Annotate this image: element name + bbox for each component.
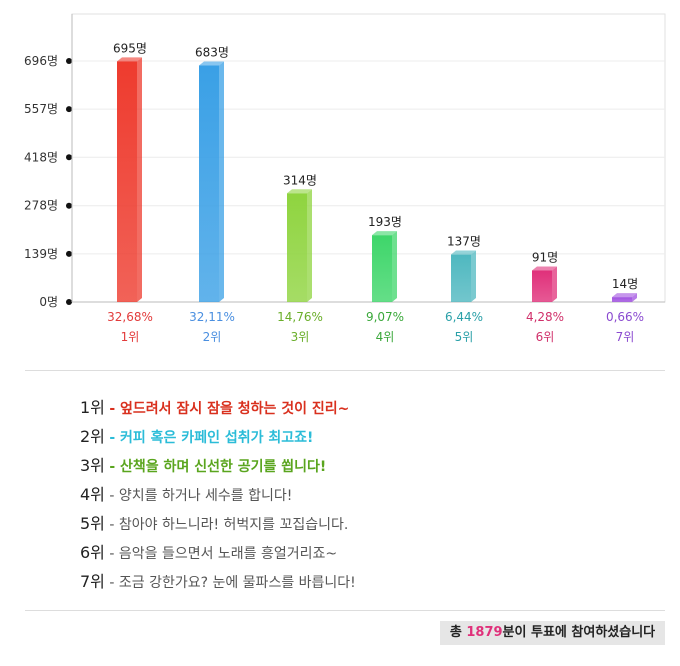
bar-top [451,250,476,255]
tick-dot [66,154,72,161]
bar [117,61,137,302]
plot-frame [71,13,666,303]
percent-label: 6,44% [445,310,483,324]
bar [612,297,632,302]
bar [451,254,471,302]
bar [199,65,219,302]
bar-side [632,293,637,302]
legend-text: - 커피 혹은 카페인 섭취가 최고죠! [109,430,314,446]
legend-text: - 산책을 하며 신선한 공기를 쐽니다! [109,459,327,475]
bar [287,193,307,302]
tick-dot [66,202,72,209]
legend-text: - 엎드려서 잠시 잠을 청하는 것이 진리~ [109,401,350,417]
legend-text: - 음악을 들으면서 노래를 흥얼거리죠~ [109,546,338,562]
legend-rank: 4위 [80,485,105,504]
value-label: 137명 [447,235,481,249]
legend-item: 4위 - 양치를 하거나 세수를 합니다! [80,480,356,509]
legend-item: 2위 - 커피 혹은 카페인 섭취가 최고죠! [80,422,356,451]
rank-label: 3위 [291,330,310,344]
legend-list: 1위 - 엎드려서 잠시 잠을 청하는 것이 진리~ 2위 - 커피 혹은 카페인… [80,393,356,596]
value-label: 683명 [195,46,229,60]
tick-dot [66,299,72,305]
percent-label: 4,28% [526,310,564,324]
bar [372,235,392,302]
y-tick-label: 278명 [24,199,58,213]
bar-chart: 0명 139명 278명 418명 557명 696명 695명 32,68% 1위 683명 32… [24,13,666,344]
divider [25,370,665,371]
tick-dot [66,106,72,113]
bar-top [372,231,397,236]
total-prefix: 총 [449,625,467,640]
percent-label: 32,68% [107,310,153,324]
legend-item: 6위 - 음악을 들으면서 노래를 흥얼거리죠~ [80,538,356,567]
legend-text: - 양치를 하거나 세수를 합니다! [109,488,293,504]
bar-side [137,57,142,302]
legend-rank: 1위 [80,398,105,417]
legend-rank: 3위 [80,456,105,475]
legend-item: 5위 - 참아야 하느니라! 허벅지를 꼬집습니다. [80,509,356,538]
rank-label: 4위 [376,330,395,344]
tick-dot [66,58,72,64]
legend-rank: 7위 [80,572,105,591]
bar-side [552,266,557,302]
percent-label: 0,66% [606,310,644,324]
value-label: 91명 [532,250,558,264]
legend-item: 1위 - 엎드려서 잠시 잠을 청하는 것이 진리~ [80,393,356,422]
value-label: 14명 [612,277,638,291]
percent-label: 32,11% [189,310,235,324]
bar-top [532,266,557,271]
bar-side [392,231,397,302]
y-tick-label: 0명 [39,295,58,309]
bar-top [117,57,142,62]
total-suffix: 분이 투표에 참여하셨습니다 [502,625,656,640]
rank-label: 5위 [455,330,474,344]
legend-rank: 6위 [80,543,105,562]
legend-text: - 참아야 하느니라! 허벅지를 꼬집습니다. [109,517,349,533]
rank-label: 2위 [203,330,222,344]
bar-top [287,189,312,194]
value-label: 193명 [368,215,402,229]
value-label: 695명 [113,41,147,55]
y-tick-label: 557명 [24,102,58,116]
divider [25,610,665,611]
rank-label: 7위 [616,330,635,344]
total-participants: 총 1879분이 투표에 참여하셨습니다 [440,621,665,645]
bar-top [199,61,224,66]
value-label: 314명 [283,173,317,187]
y-tick-label: 696명 [24,54,58,68]
rank-label: 1위 [121,330,140,344]
y-tick-label: 418명 [24,150,58,164]
total-count: 1879 [466,625,503,640]
legend-item: 3위 - 산책을 하며 신선한 공기를 쐽니다! [80,451,356,480]
legend-item: 7위 - 조금 강한가요? 눈에 물파스를 바릅니다! [80,567,356,596]
bar-side [307,189,312,302]
legend-rank: 2위 [80,427,105,446]
bar-side [219,61,224,303]
y-tick-label: 139명 [24,247,58,261]
rank-label: 6위 [536,330,555,344]
legend-text: - 조금 강한가요? 눈에 물파스를 바릅니다! [109,575,356,591]
tick-dot [66,250,72,257]
bar-top [612,293,637,298]
bar-side [471,250,476,302]
percent-label: 9,07% [366,310,404,324]
legend-rank: 5위 [80,514,105,533]
percent-label: 14,76% [277,310,323,324]
bar [532,270,552,302]
